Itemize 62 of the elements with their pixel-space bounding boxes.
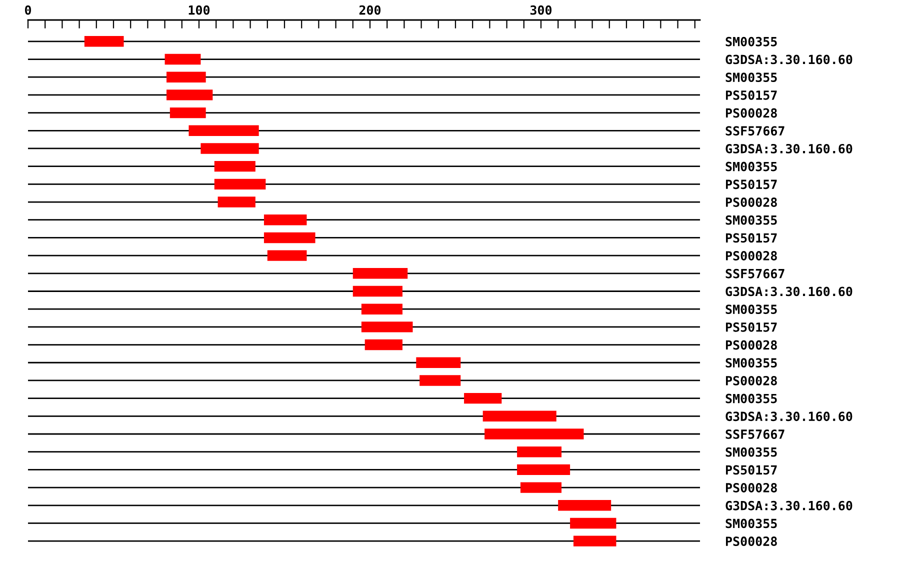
y-tick-label: PS00028 (726, 197, 777, 207)
bar (218, 196, 256, 208)
y-tick-label: SM00355 (726, 304, 777, 314)
y-tick-label: PS00028 (726, 483, 777, 492)
bar (573, 536, 616, 546)
y-tick-label: PS50157 (726, 465, 777, 475)
bar (352, 268, 408, 279)
x-tick-label: 200 (359, 5, 381, 15)
y-tick-label: SSF57667 (726, 126, 784, 136)
y-tick-label: PS00028 (726, 251, 777, 260)
bar (164, 54, 201, 65)
y-tick-label: SM00355 (726, 447, 777, 457)
y-tick-label: SM00355 (726, 215, 777, 225)
bar (420, 375, 461, 386)
y-tick-label: SSF57667 (726, 268, 784, 278)
y-tick-label: PS00028 (726, 536, 777, 546)
y-tick-label: SSF57667 (726, 429, 784, 439)
y-tick-label: SM00355 (726, 518, 777, 528)
bar (166, 72, 206, 82)
y-tick-label: PS50157 (726, 322, 777, 332)
y-tick-label: SM00355 (726, 72, 777, 82)
bar (517, 446, 562, 458)
bar (170, 107, 206, 118)
bar (570, 518, 616, 529)
y-tick-label: PS50157 (726, 90, 777, 100)
bar (264, 232, 316, 244)
bar (361, 322, 413, 332)
y-tick-label: PS50157 (726, 233, 777, 243)
bar (364, 339, 402, 350)
bar (558, 500, 612, 511)
bar (188, 125, 259, 136)
bar (267, 250, 307, 261)
y-tick-label: PS00028 (726, 108, 777, 118)
y-tick-label: PS00028 (726, 340, 777, 350)
bar (484, 428, 584, 440)
y-tick-label: PS50157 (726, 180, 777, 190)
y-tick-label: G3DSA:3.30.160.60 (726, 412, 852, 422)
y-tick-label: SM00355 (726, 36, 777, 46)
y-tick-label: SM00355 (726, 358, 777, 368)
y-tick-label: G3DSA:3.30.160.60 (726, 144, 852, 154)
x-tick-label: 0 (24, 5, 32, 15)
y-tick-label: SM00355 (726, 162, 777, 172)
bar (482, 410, 556, 422)
bar (464, 392, 502, 404)
bar (166, 90, 213, 100)
y-tick-label: SM00355 (726, 394, 777, 404)
x-tick-label: 100 (188, 5, 210, 15)
bar (200, 143, 259, 154)
bar (520, 482, 562, 493)
bar (352, 286, 402, 297)
bar (361, 304, 402, 314)
bar (84, 36, 124, 47)
y-tick-label: G3DSA:3.30.160.60 (726, 54, 852, 64)
y-tick-label: PS00028 (726, 376, 777, 386)
x-tick-label: 300 (530, 5, 552, 15)
bar (214, 160, 256, 172)
y-tick-label: G3DSA:3.30.160.60 (726, 500, 852, 510)
bar (214, 178, 266, 190)
bar (517, 464, 570, 476)
bar (416, 357, 461, 368)
bar (264, 214, 307, 226)
y-tick-label: G3DSA:3.30.160.60 (726, 286, 852, 296)
